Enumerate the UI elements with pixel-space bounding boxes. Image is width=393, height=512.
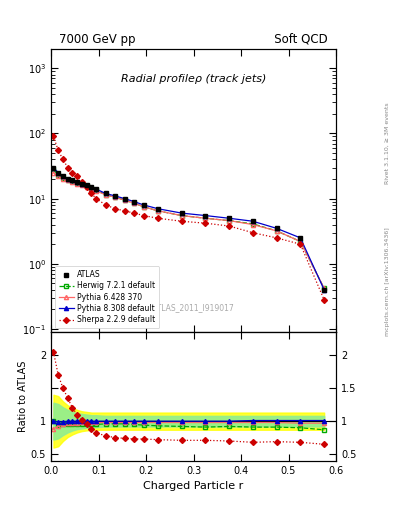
Y-axis label: Ratio to ATLAS: Ratio to ATLAS [18, 361, 28, 432]
Text: Radial profileρ (track jets): Radial profileρ (track jets) [121, 74, 266, 84]
Text: mcplots.cern.ch [arXiv:1306.3436]: mcplots.cern.ch [arXiv:1306.3436] [385, 227, 390, 336]
X-axis label: Charged Particle r: Charged Particle r [143, 481, 244, 491]
Legend: ATLAS, Herwig 7.2.1 default, Pythia 6.428 370, Pythia 8.308 default, Sherpa 2.2.: ATLAS, Herwig 7.2.1 default, Pythia 6.42… [55, 266, 159, 328]
Text: Rivet 3.1.10, ≥ 3M events: Rivet 3.1.10, ≥ 3M events [385, 102, 390, 184]
Text: ATLAS_2011_I919017: ATLAS_2011_I919017 [152, 303, 235, 312]
Title: 7000 GeV pp                                     Soft QCD: 7000 GeV pp Soft QCD [59, 33, 328, 46]
